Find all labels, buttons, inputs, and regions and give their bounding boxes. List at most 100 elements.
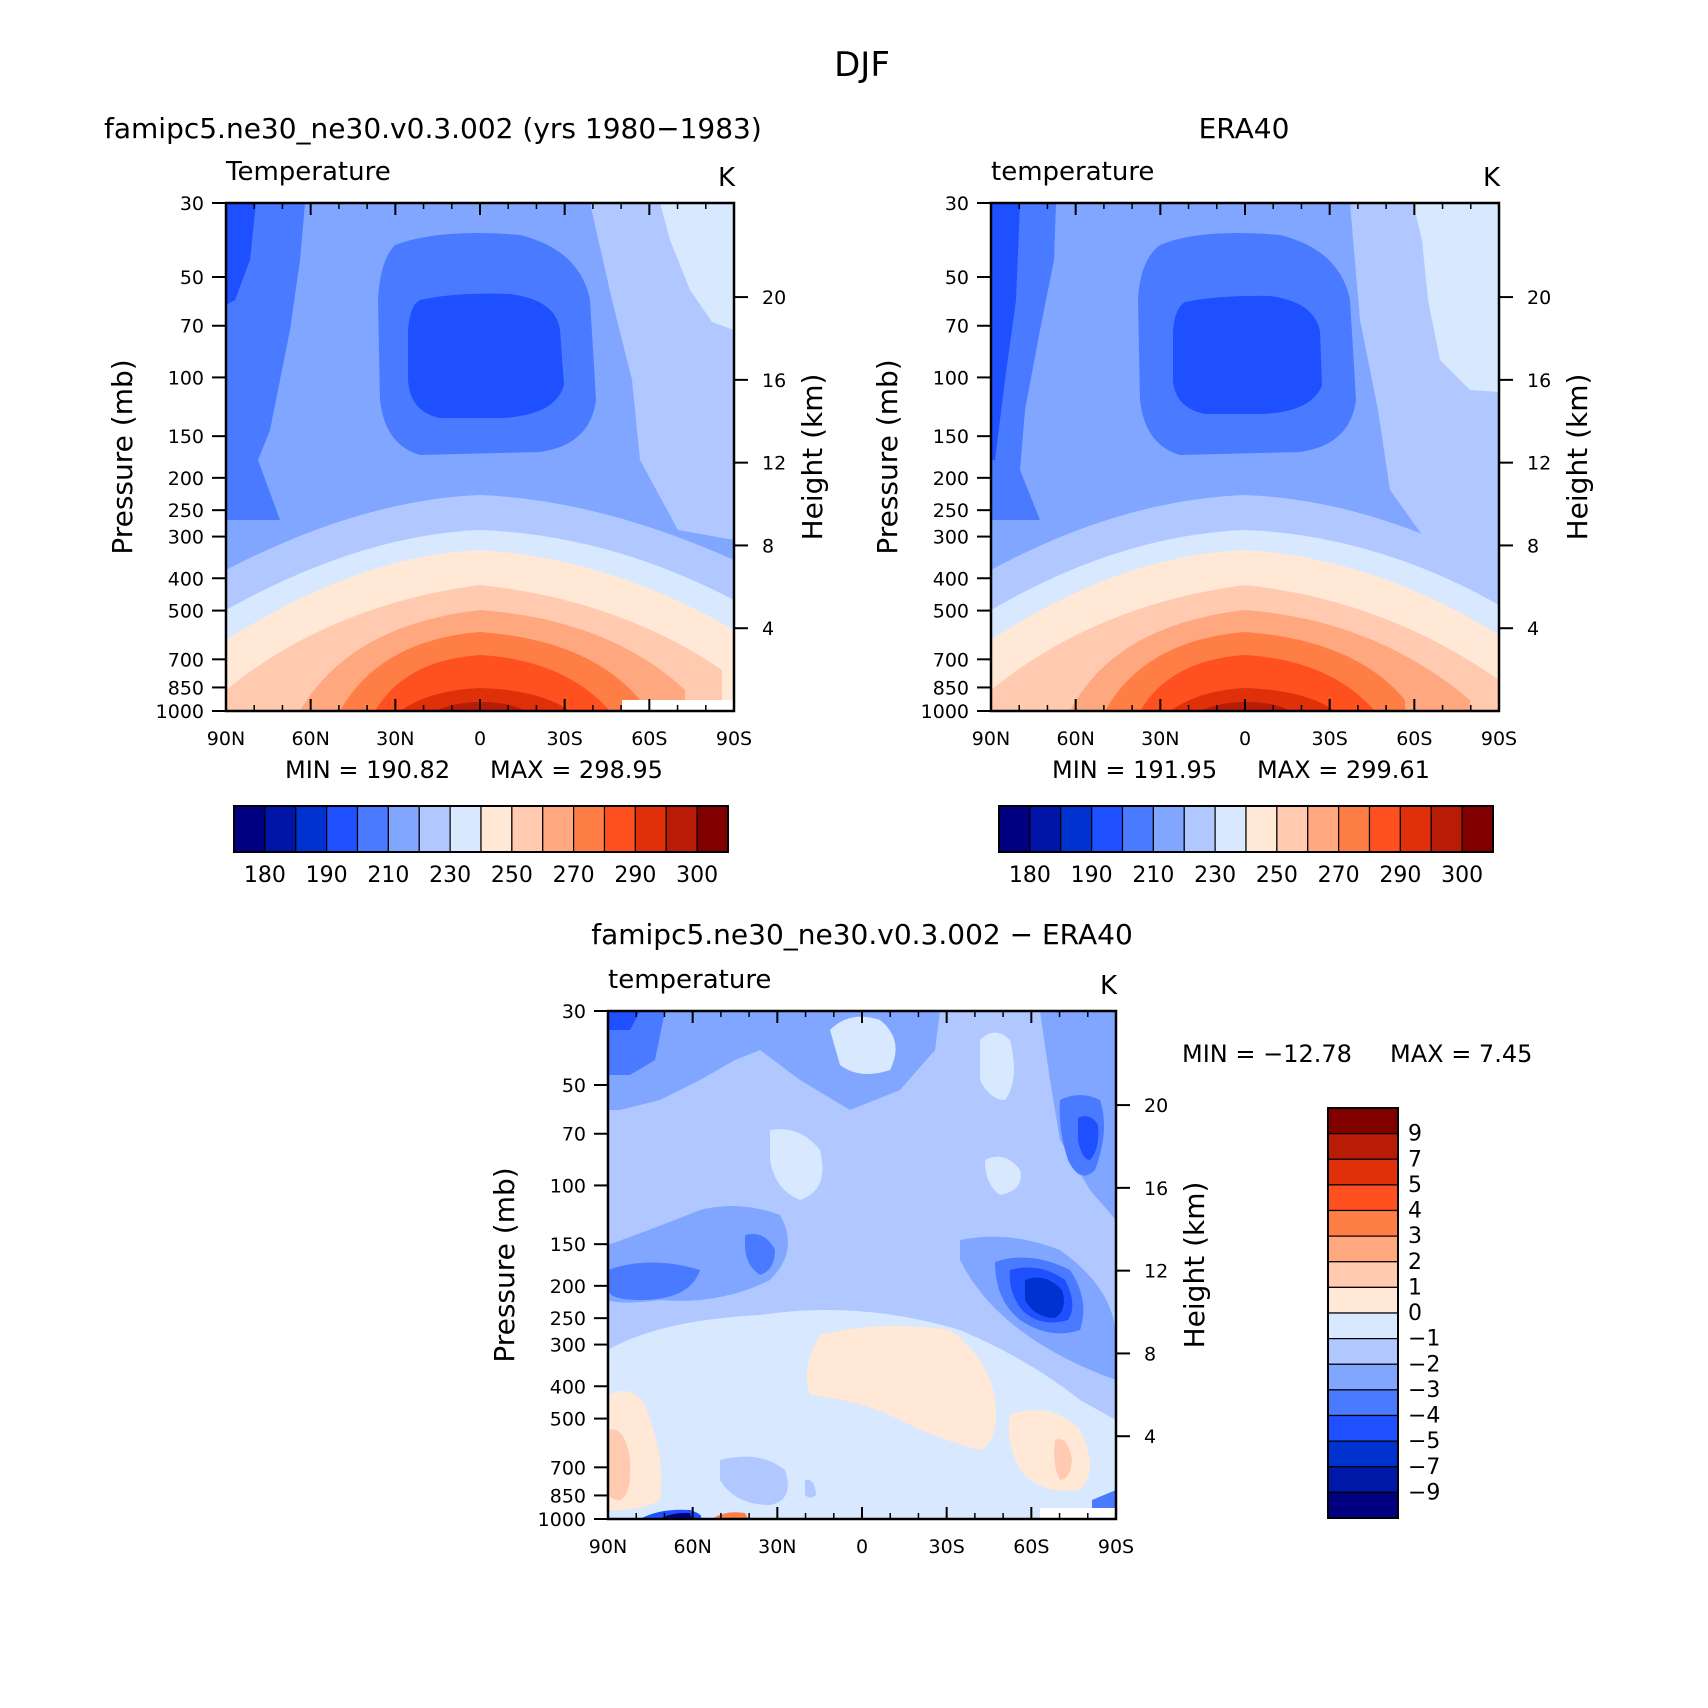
panel-model-units: K: [718, 163, 736, 193]
y-tick-label: 50: [945, 267, 969, 289]
y-tick-label: 150: [933, 426, 969, 448]
y2-tick-label: 16: [1144, 1178, 1168, 1200]
x-tick-label: 90S: [716, 728, 752, 750]
panel-diff-field-label: temperature: [608, 965, 771, 995]
panel-obs-title: ERA40: [1199, 112, 1290, 145]
y-tick-label: 700: [933, 649, 969, 671]
y-tick-label: 100: [550, 1175, 586, 1197]
panel-obs-max: MAX = 299.61: [1257, 756, 1430, 784]
colorbar-label: 290: [1379, 863, 1421, 888]
y-tick-label: 850: [168, 677, 204, 699]
panel-obs-colorbar: 180 190 210 230 250 270 290 300: [998, 805, 1494, 888]
colorbar-swatch: [1327, 1107, 1399, 1135]
colorbar-frame: [233, 805, 729, 853]
colorbar-swatch: [1327, 1133, 1399, 1160]
x-tick-label: 90N: [589, 1536, 627, 1558]
colorbar-swatch: [295, 805, 328, 853]
colorbar-swatch: [1152, 805, 1185, 853]
panel-model-colorbar: 180 190 210 230 250 270 290 300: [233, 805, 729, 888]
colorbar-label: 230: [429, 863, 471, 888]
colorbar-swatch: [1029, 805, 1062, 853]
colorbar-swatch: [1327, 1440, 1399, 1468]
x-tick-label: 30S: [929, 1536, 965, 1558]
colorbar-frame: [998, 805, 1494, 853]
panel-model-max: MAX = 298.95: [490, 756, 663, 784]
x-tick-label: 90S: [1481, 728, 1517, 750]
y-tick-label: 300: [933, 527, 969, 549]
x-tick-label: 0: [474, 728, 486, 750]
panel-obs: ERA40 temperature K 90N 60N 30N 0 30S 60S 90S 3…: [871, 112, 1594, 888]
colorbar-frame: [1327, 1107, 1399, 1519]
y-tick-label: 30: [180, 193, 204, 215]
colorbar-label: 9: [1408, 1122, 1422, 1147]
y-tick-label: 300: [550, 1335, 586, 1357]
colorbar-label: 180: [1009, 863, 1051, 888]
colorbar-swatch: [1327, 1389, 1399, 1417]
panel-model-title: famipc5.ne30_ne30.v0.3.002 (yrs 1980−198…: [104, 112, 762, 145]
x-tick-label: 90S: [1098, 1536, 1134, 1558]
colorbar-swatch: [1327, 1286, 1399, 1314]
y-tick-label: 500: [168, 601, 204, 623]
colorbar-swatch: [1327, 1261, 1399, 1288]
figure-title: DJF: [834, 45, 890, 85]
colorbar-swatch: [356, 805, 389, 853]
colorbar-label: −2: [1408, 1352, 1440, 1377]
colorbar-label: 0: [1408, 1301, 1422, 1326]
colorbar-label: 3: [1408, 1224, 1422, 1249]
colorbar-swatch: [1430, 805, 1463, 853]
panel-obs-units: K: [1483, 163, 1501, 193]
x-tick-label: 30N: [376, 728, 414, 750]
panel-diff-axes: 90N 60N 30N 0 30S 60S 90S 30 50 70 100 150 200 250 300…: [538, 1001, 1169, 1558]
colorbar-swatch: [1183, 805, 1216, 853]
y-tick-label: 250: [168, 500, 204, 522]
colorbar-swatch: [1327, 1209, 1399, 1237]
y-tick-label: 1000: [156, 701, 204, 723]
colorbar-swatch: [1327, 1466, 1399, 1493]
panel-diff-units: K: [1100, 971, 1118, 1001]
colorbar-label: 5: [1408, 1173, 1422, 1198]
panel-model-field-label: Temperature: [225, 157, 391, 187]
colorbar-label: 230: [1194, 863, 1236, 888]
x-tick-label: 60S: [1013, 1536, 1049, 1558]
colorbar-label: 290: [614, 863, 656, 888]
colorbar-swatch: [418, 805, 451, 853]
panel-diff-max: MAX = 7.45: [1390, 1040, 1532, 1068]
panel-model-min: MIN = 190.82: [285, 756, 450, 784]
y-tick-label: 300: [168, 527, 204, 549]
x-tick-label: 60N: [1056, 728, 1094, 750]
y-tick-label: 200: [550, 1276, 586, 1298]
y2-tick-label: 12: [762, 453, 786, 475]
panel-diff: famipc5.ne30_ne30.v0.3.002 − ERA40 tempe…: [488, 918, 1532, 1558]
colorbar-swatch: [696, 805, 729, 853]
colorbar-swatch: [1307, 805, 1340, 853]
colorbar-label: 7: [1408, 1147, 1422, 1172]
colorbar-swatch: [233, 805, 266, 853]
x-tick-label: 30N: [1141, 728, 1179, 750]
colorbar-swatch: [665, 805, 698, 853]
y2-tick-label: 4: [1527, 618, 1539, 640]
y-tick-label: 500: [933, 601, 969, 623]
panel-obs-y2label: Height (km): [1561, 374, 1594, 541]
panel-model: famipc5.ne30_ne30.v0.3.002 (yrs 1980−198…: [104, 112, 829, 888]
colorbar-label: 180: [244, 863, 286, 888]
colorbar-swatch: [1327, 1491, 1399, 1519]
y-tick-label: 700: [168, 649, 204, 671]
y-tick-label: 200: [933, 468, 969, 490]
y-tick-label: 30: [562, 1001, 586, 1023]
colorbar-label: −3: [1408, 1378, 1440, 1403]
y2-tick-label: 8: [1144, 1343, 1156, 1365]
y-tick-label: 50: [562, 1075, 586, 1097]
y-tick-label: 50: [180, 267, 204, 289]
colorbar-swatch: [998, 805, 1031, 853]
colorbar-swatch: [1245, 805, 1278, 853]
x-tick-label: 90N: [207, 728, 245, 750]
colorbar-label: 300: [676, 863, 718, 888]
panel-model-field: [226, 203, 734, 711]
panel-diff-ylabel: Pressure (mb): [488, 1167, 521, 1362]
colorbar-swatch: [1121, 805, 1154, 853]
colorbar-label: 190: [306, 863, 348, 888]
y-tick-label: 70: [945, 316, 969, 338]
y2-tick-label: 8: [762, 535, 774, 557]
